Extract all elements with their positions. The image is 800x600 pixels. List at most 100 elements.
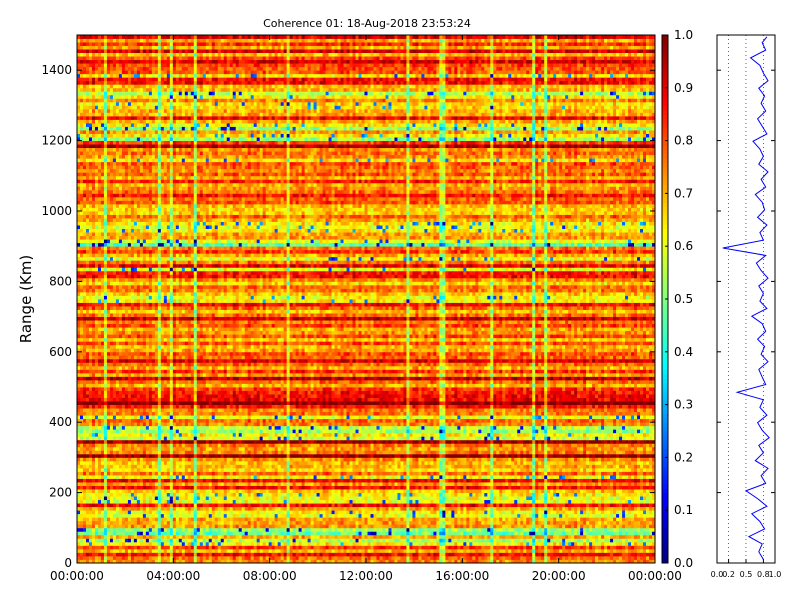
heatmap-cell — [143, 545, 146, 549]
heatmap-cell — [385, 549, 388, 553]
heatmap-cell — [637, 552, 640, 556]
heatmap-cell — [418, 552, 421, 556]
heatmap-cell — [490, 556, 493, 560]
heatmap-cell — [95, 535, 98, 539]
heatmap-cell — [505, 549, 508, 553]
heatmap-cell — [433, 552, 436, 556]
heatmap-cell — [302, 538, 305, 542]
heatmap-cell — [370, 556, 373, 560]
heatmap-cell — [466, 542, 469, 546]
heatmap-cell — [212, 552, 215, 556]
heatmap-cell — [643, 538, 646, 542]
heatmap-cell — [98, 535, 101, 539]
heatmap-cell — [439, 542, 442, 546]
heatmap-cell — [598, 545, 601, 549]
heatmap-cell — [149, 535, 152, 539]
heatmap-cell — [248, 556, 251, 560]
heatmap-cell — [194, 549, 197, 553]
heatmap-cell — [430, 549, 433, 553]
heatmap-cell — [607, 538, 610, 542]
heatmap-cell — [83, 545, 86, 549]
heatmap-cell — [448, 538, 451, 542]
heatmap-cell — [98, 538, 101, 542]
heatmap-cell — [466, 552, 469, 556]
heatmap-cell — [365, 538, 368, 542]
heatmap-cell — [445, 552, 448, 556]
heatmap-cell — [194, 552, 197, 556]
heatmap-cell — [347, 552, 350, 556]
heatmap-cell — [305, 552, 308, 556]
heatmap-cell — [445, 538, 448, 542]
heatmap-cell — [388, 545, 391, 549]
heatmap-cell — [218, 549, 221, 553]
heatmap-cell — [215, 545, 218, 549]
heatmap-cell — [287, 556, 290, 560]
heatmap-cell — [490, 549, 493, 553]
heatmap-cell — [397, 542, 400, 546]
heatmap-cell — [565, 538, 568, 542]
heatmap-cell — [359, 552, 362, 556]
heatmap-cell — [212, 545, 215, 549]
heatmap-cell — [535, 545, 538, 549]
heatmap-cell — [209, 542, 212, 546]
heatmap-cell — [320, 538, 323, 542]
heatmap-cell — [469, 552, 472, 556]
heatmap-cell — [559, 538, 562, 542]
heatmap-cell — [329, 549, 332, 553]
heatmap-cell — [604, 556, 607, 560]
heatmap-cell — [281, 538, 284, 542]
heatmap-cell — [137, 556, 140, 560]
heatmap-cell — [227, 538, 230, 542]
heatmap-cell — [571, 556, 574, 560]
heatmap-cell — [227, 549, 230, 553]
heatmap-cell — [152, 556, 155, 560]
heatmap-cell — [640, 545, 643, 549]
heatmap-cell — [185, 542, 188, 546]
heatmap-cell — [245, 556, 248, 560]
heatmap-cell — [391, 549, 394, 553]
heatmap-cell — [308, 545, 311, 549]
heatmap-cell — [125, 545, 128, 549]
heatmap-cell — [568, 538, 571, 542]
heatmap-cell — [107, 545, 110, 549]
heatmap-cell — [535, 552, 538, 556]
heatmap-cell — [275, 549, 278, 553]
heatmap-cell — [137, 542, 140, 546]
heatmap-cell — [77, 538, 80, 542]
heatmap-cell — [101, 552, 104, 556]
heatmap-cell — [155, 542, 158, 546]
heatmap-cell — [379, 545, 382, 549]
heatmap-cell — [373, 552, 376, 556]
heatmap-cell — [218, 556, 221, 560]
heatmap-cell — [113, 538, 116, 542]
heatmap-cell — [508, 556, 511, 560]
heatmap-cell — [299, 556, 302, 560]
heatmap-cell — [158, 542, 161, 546]
heatmap-cell — [394, 552, 397, 556]
heatmap-cell — [622, 552, 625, 556]
heatmap-cell — [341, 549, 344, 553]
heatmap-cell — [490, 552, 493, 556]
heatmap-cell — [499, 556, 502, 560]
heatmap-cell — [326, 552, 329, 556]
heatmap-cell — [278, 556, 281, 560]
heatmap-cell — [415, 552, 418, 556]
heatmap-cell — [448, 556, 451, 560]
heatmap-cell — [320, 542, 323, 546]
heatmap-cell — [80, 552, 83, 556]
heatmap-cell — [152, 552, 155, 556]
heatmap-cell — [472, 538, 475, 542]
heatmap-cell — [251, 538, 254, 542]
heatmap-cell — [140, 538, 143, 542]
heatmap-cell — [344, 552, 347, 556]
heatmap-cell — [122, 538, 125, 542]
heatmap-cell — [203, 538, 206, 542]
heatmap-cell — [589, 552, 592, 556]
heatmap-cell — [577, 538, 580, 542]
heatmap-cell — [547, 542, 550, 546]
heatmap-cell — [439, 545, 442, 549]
heatmap-cell — [469, 545, 472, 549]
heatmap-cell — [251, 542, 254, 546]
heatmap-cell — [329, 552, 332, 556]
heatmap-cell — [475, 542, 478, 546]
